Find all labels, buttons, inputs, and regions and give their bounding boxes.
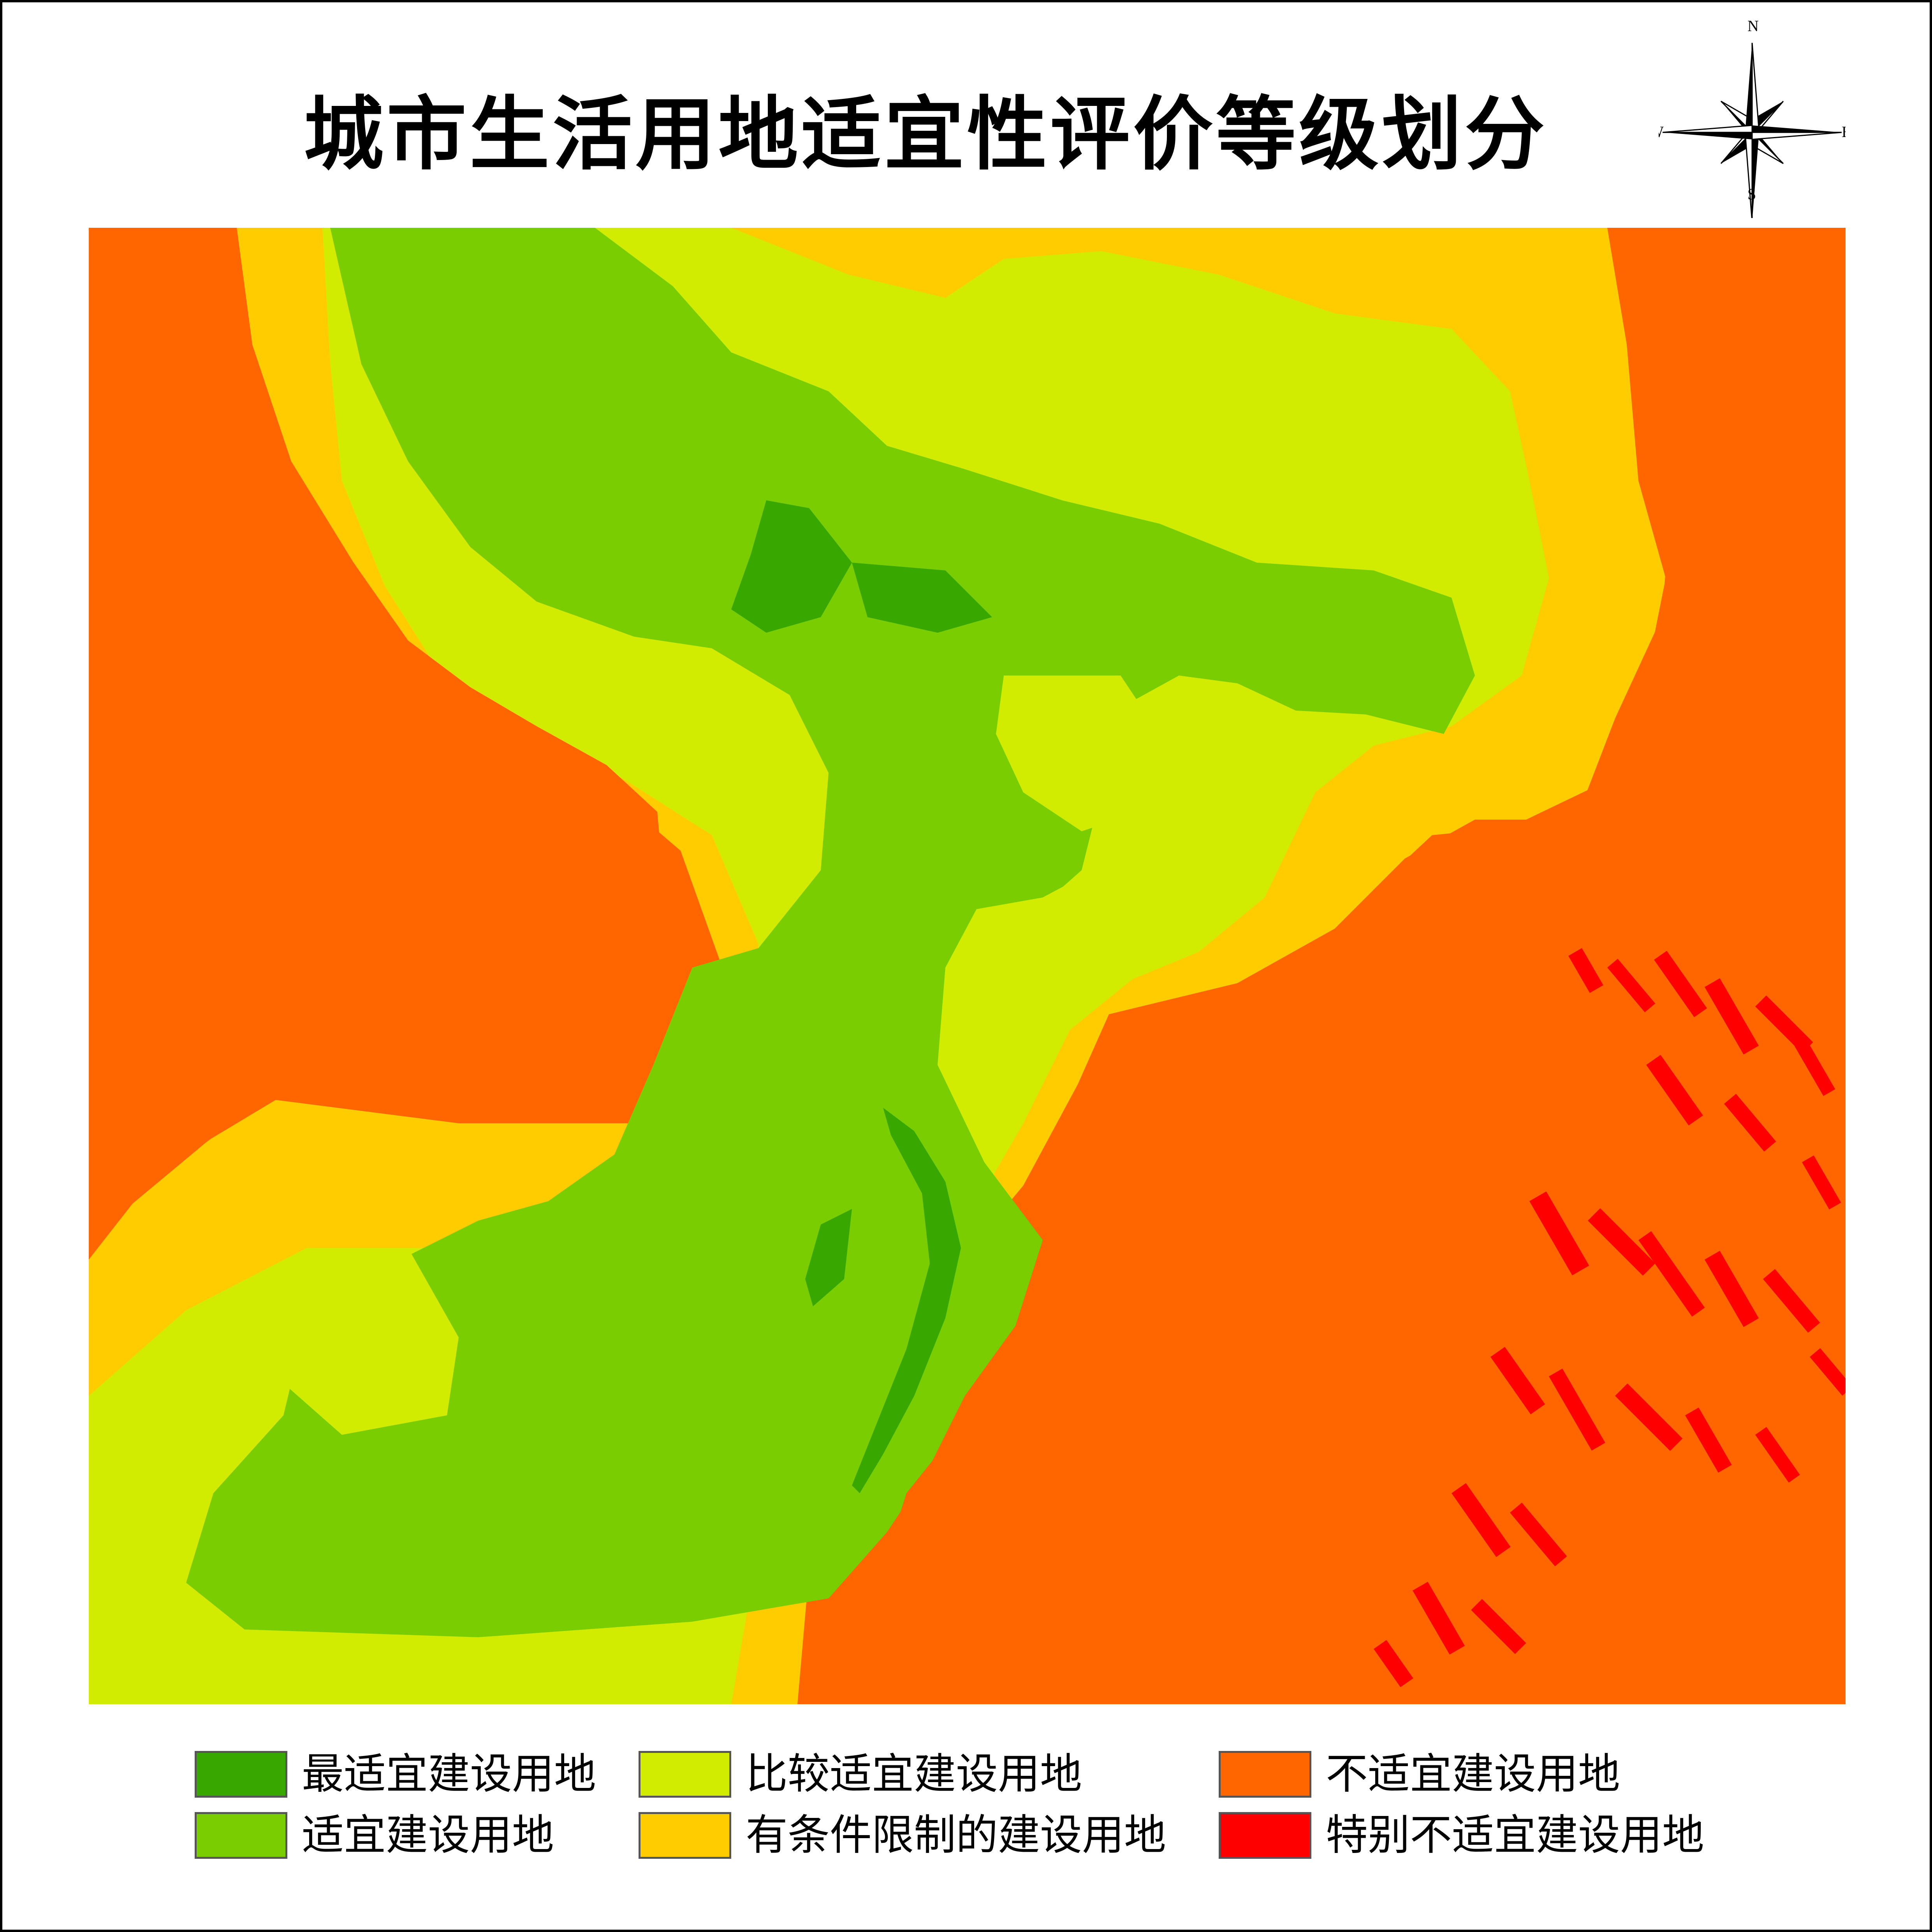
map-zone-fairly-suitable-patch <box>984 695 1296 1065</box>
map-zone-best <box>731 500 852 633</box>
north-arrow-compass-rose-icon: N W E <box>1659 17 1846 218</box>
compass-south-label: S <box>1747 185 1756 203</box>
map-zone-very-unsuitable <box>1374 948 1846 1687</box>
compass-west-label: W <box>1659 123 1664 141</box>
map-zone-unsuitable-west <box>89 228 665 1240</box>
map-zone-fairly-suitable-patch <box>276 1248 459 1435</box>
map-zone-best <box>805 1209 852 1306</box>
map-zone-suitable <box>186 228 1475 1637</box>
compass-east-label: E <box>1842 123 1846 141</box>
map-zone-best <box>852 563 992 633</box>
map-zone-unsuitable-east <box>867 228 1846 1704</box>
map-title: 城市生活用地适宜性评价等级划分 <box>304 88 1548 181</box>
map-zone-best <box>852 1108 961 1493</box>
suitability-map <box>89 228 1846 1704</box>
compass-north-label: N <box>1747 17 1759 35</box>
